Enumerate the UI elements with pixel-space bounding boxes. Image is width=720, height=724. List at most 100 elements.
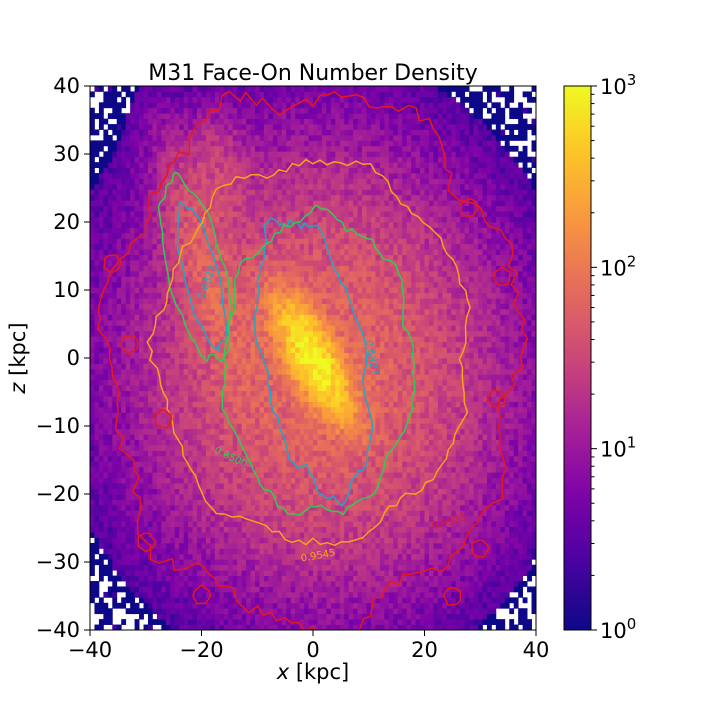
- heatmap-cell: [94, 526, 100, 533]
- heatmap-cell: [277, 178, 283, 185]
- heatmap-cell: [286, 194, 292, 201]
- heatmap-cell: [103, 118, 109, 125]
- heatmap-cell: [308, 510, 314, 517]
- heatmap-cell: [143, 379, 149, 386]
- heatmap-cell: [125, 553, 131, 560]
- heatmap-cell: [188, 461, 193, 468]
- heatmap-cell: [107, 200, 113, 207]
- heatmap-cell: [134, 107, 140, 114]
- heatmap-cell: [90, 162, 95, 168]
- heatmap-cell: [134, 298, 140, 304]
- heatmap-cell: [290, 494, 296, 500]
- heatmap-cell: [147, 613, 153, 620]
- heatmap-cell: [272, 466, 278, 473]
- heatmap-cell: [286, 102, 292, 109]
- heatmap-cell: [259, 445, 265, 451]
- heatmap-cell: [116, 298, 122, 304]
- heatmap-cell: [290, 591, 296, 598]
- heatmap-cell: [255, 227, 260, 234]
- heatmap-cell: [183, 450, 189, 457]
- heatmap-cell: [255, 542, 260, 549]
- heatmap-cell: [223, 91, 229, 98]
- heatmap-cell: [98, 216, 104, 223]
- heatmap-cell: [205, 477, 211, 484]
- heatmap-cell: [250, 428, 256, 435]
- heatmap-cell: [237, 216, 243, 223]
- heatmap-cell: [268, 183, 274, 190]
- heatmap-cell: [147, 134, 153, 141]
- heatmap-cell: [94, 488, 100, 495]
- heatmap-cell: [250, 564, 256, 571]
- heatmap-cell: [161, 385, 167, 392]
- heatmap-cell: [263, 265, 269, 272]
- heatmap-cell: [250, 363, 256, 370]
- heatmap-cell: [223, 287, 229, 294]
- heatmap-cell: [210, 249, 216, 256]
- heatmap-cell: [255, 347, 260, 353]
- heatmap-cell: [134, 499, 140, 506]
- heatmap-cell: [259, 428, 265, 435]
- heatmap-cell: [90, 129, 95, 136]
- heatmap-cell: [299, 423, 305, 430]
- heatmap-cell: [152, 347, 158, 353]
- heatmap-cell: [130, 412, 135, 419]
- heatmap-cell: [223, 461, 229, 468]
- heatmap-cell: [188, 542, 193, 549]
- heatmap-cell: [197, 602, 202, 609]
- heatmap-cell: [259, 238, 265, 245]
- heatmap-cell: [121, 145, 127, 152]
- heatmap-cell: [214, 358, 220, 364]
- heatmap-cell: [201, 570, 207, 576]
- heatmap-cell: [112, 249, 118, 256]
- heatmap-cell: [313, 260, 318, 266]
- heatmap-cell: [214, 472, 220, 479]
- heatmap-cell: [290, 455, 296, 462]
- heatmap-cell: [134, 281, 140, 288]
- heatmap-cell: [201, 542, 207, 549]
- heatmap-cell: [232, 265, 238, 272]
- heatmap-cell: [170, 86, 176, 92]
- heatmap-cell: [174, 298, 180, 304]
- heatmap-cell: [139, 445, 144, 451]
- heatmap-cell: [201, 232, 207, 239]
- heatmap-cell: [188, 510, 193, 517]
- heatmap-cell: [116, 575, 122, 582]
- heatmap-cell: [281, 521, 287, 528]
- heatmap-cell: [161, 238, 167, 245]
- heatmap-cell: [183, 254, 189, 261]
- heatmap-cell: [313, 488, 318, 495]
- heatmap-cell: [250, 602, 256, 609]
- heatmap-cell: [214, 477, 220, 484]
- heatmap-cell: [272, 472, 278, 479]
- heatmap-cell: [179, 205, 185, 212]
- heatmap-cell: [143, 559, 149, 566]
- heatmap-cell: [214, 129, 220, 136]
- heatmap-cell: [290, 189, 296, 196]
- heatmap-cell: [232, 363, 238, 370]
- heatmap-cell: [308, 358, 314, 364]
- heatmap-cell: [134, 434, 140, 440]
- heatmap-cell: [214, 303, 220, 310]
- heatmap-cell: [161, 602, 167, 609]
- heatmap-cell: [170, 368, 176, 375]
- heatmap-cell: [165, 134, 171, 141]
- heatmap-cell: [98, 352, 104, 359]
- heatmap-cell: [241, 200, 247, 207]
- heatmap-cell: [197, 298, 202, 304]
- heatmap-cell: [304, 564, 309, 571]
- heatmap-cell: [304, 401, 309, 408]
- heatmap-cell: [228, 532, 234, 538]
- heatmap-cell: [179, 319, 185, 326]
- heatmap-cell: [290, 314, 296, 321]
- heatmap-cell: [214, 494, 220, 500]
- heatmap-cell: [152, 232, 158, 239]
- heatmap-cell: [183, 521, 189, 528]
- heatmap-cell: [98, 597, 104, 604]
- heatmap-cell: [116, 439, 122, 446]
- heatmap-cell: [259, 613, 265, 620]
- heatmap-cell: [156, 178, 162, 185]
- heatmap-cell: [263, 341, 269, 348]
- heatmap-cell: [201, 619, 207, 625]
- heatmap-cell: [183, 466, 189, 473]
- heatmap-cell: [214, 613, 220, 620]
